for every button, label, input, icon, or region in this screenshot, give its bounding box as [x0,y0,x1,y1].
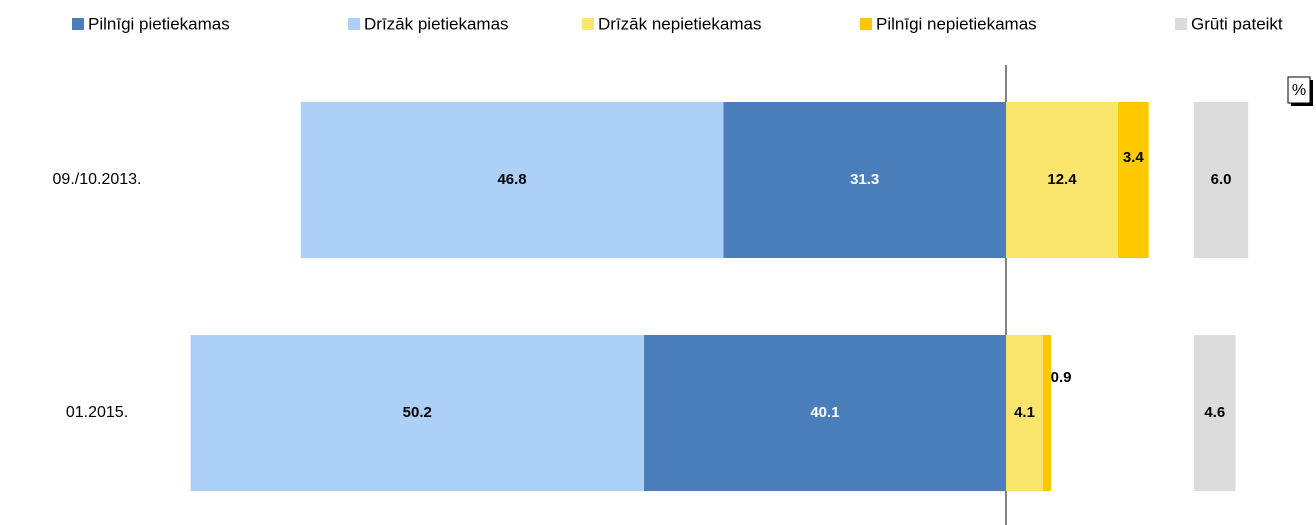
bar-segment [190,335,644,491]
value-label: 0.9 [1051,369,1072,386]
bar-segment [1006,102,1118,258]
legend-swatch [348,18,360,30]
bar-segment [1194,102,1249,258]
value-label: 3.4 [1123,149,1145,166]
value-label: 6.0 [1211,171,1232,188]
value-label: 40.1 [810,404,839,421]
legend-label: Grūti pateikt [1191,14,1283,33]
value-label: 12.4 [1047,171,1077,188]
legend-label: Pilnīgi pietiekamas [88,14,230,33]
legend-swatch [72,18,84,30]
bar-segment [1117,102,1149,258]
legend-swatch [582,18,594,30]
value-label: 4.1 [1014,404,1035,421]
legend-label: Drīzāk pietiekamas [364,14,509,33]
legend-label: Drīzāk nepietiekamas [598,14,761,33]
legend-label: Pilnīgi nepietiekamas [876,14,1037,33]
bar-segment [1043,335,1052,491]
bar-segment [643,335,1006,491]
bar-segment [1194,335,1236,491]
bar-segment [723,102,1006,258]
bar-segment [300,102,724,258]
value-label: 46.8 [497,171,526,188]
value-label: 4.6 [1204,404,1225,421]
category-label: 09./10.2013. [53,171,142,188]
value-label: 50.2 [403,404,432,421]
legend-swatch [1175,18,1187,30]
bar-segment [1006,335,1044,491]
value-label: 31.3 [850,171,879,188]
unit-label: % [1292,82,1306,99]
category-label: 01.2015. [66,404,128,421]
unit-box [1287,76,1311,104]
legend-swatch [860,18,872,30]
